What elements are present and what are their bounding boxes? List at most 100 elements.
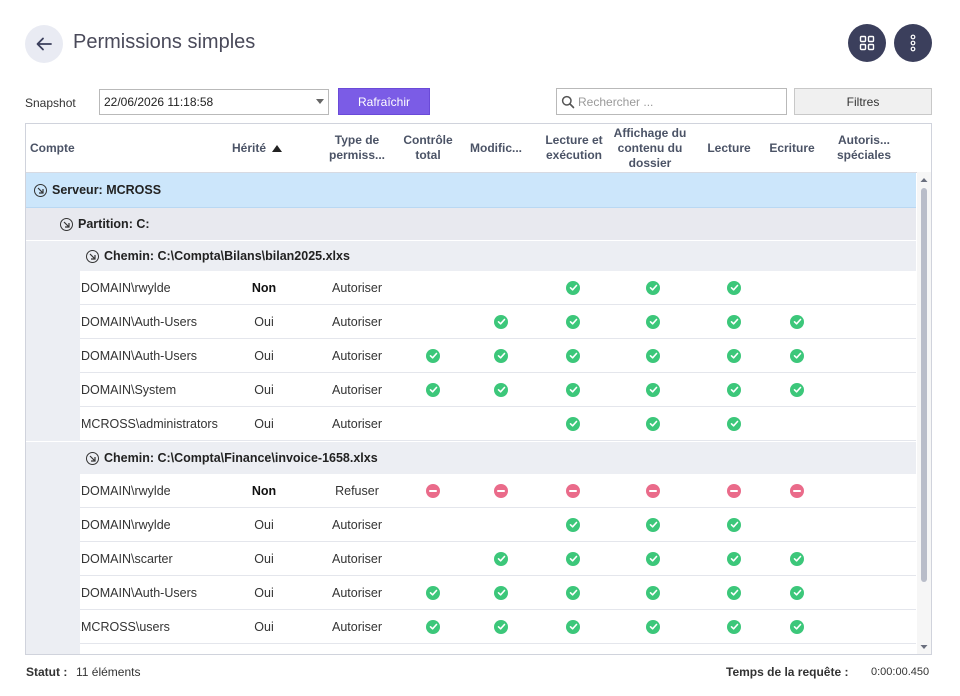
refresh-button[interactable]: Rafraîchir <box>338 88 430 115</box>
check-allow-icon <box>727 517 741 532</box>
scroll-down-icon[interactable] <box>917 642 931 652</box>
cell-read <box>720 474 748 507</box>
cell-write <box>783 305 811 338</box>
cell-inherited: Oui <box>254 382 274 397</box>
row-indent <box>26 575 80 610</box>
cell-full-control <box>419 373 447 406</box>
column-special[interactable]: Autoris... spéciales <box>836 133 892 162</box>
column-full-control[interactable]: Contrôle total <box>403 133 453 162</box>
cell-permission-type: Autoriser <box>331 382 383 397</box>
cell-permission-type: Refuser <box>335 483 379 498</box>
table-row[interactable]: MCROSS\administrators Oui Autoriser <box>26 406 916 441</box>
check-allow-icon <box>494 382 508 397</box>
group-row-partition[interactable]: Partition: C: <box>26 208 916 240</box>
column-account[interactable]: Compte <box>30 140 75 155</box>
check-allow-icon <box>426 348 440 363</box>
cell-account: DOMAIN\Auth-Users <box>81 585 197 600</box>
scroll-up-icon[interactable] <box>917 175 931 185</box>
collapse-icon[interactable] <box>86 249 99 263</box>
table-row[interactable]: DOMAIN\Auth-Users Oui Autoriser <box>26 304 916 339</box>
cell-inherited: Oui <box>254 551 274 566</box>
cell-permission-type: Autoriser <box>331 416 383 431</box>
cell-permission-type: Autoriser <box>331 517 383 532</box>
cell-modify <box>487 610 515 643</box>
back-button[interactable] <box>25 25 63 63</box>
collapse-icon[interactable] <box>60 217 73 231</box>
grid-view-button[interactable] <box>848 24 886 62</box>
table-row[interactable]: DOMAIN\Auth-Users Oui Autoriser <box>26 338 916 373</box>
cell-full-control <box>419 576 447 609</box>
cell-modify <box>487 339 515 372</box>
column-modify[interactable]: Modific... <box>470 140 522 155</box>
search-field[interactable] <box>556 88 787 115</box>
table-row[interactable]: DOMAIN\scarter Oui Autoriser <box>26 541 916 576</box>
check-allow-icon <box>727 280 741 295</box>
scrollbar-thumb[interactable] <box>921 188 927 582</box>
sort-asc-icon <box>272 144 282 152</box>
group-partition-label: Partition: C: <box>78 217 150 231</box>
cell-modify <box>487 305 515 338</box>
check-allow-icon <box>646 416 660 431</box>
check-allow-icon <box>646 585 660 600</box>
group-server-label-wrap: Serveur: MCROSS <box>34 173 161 207</box>
cell-read-execute <box>559 508 587 541</box>
cell-inherited: Non <box>251 483 277 498</box>
status-value: 11 éléments <box>76 665 141 679</box>
cell-write <box>783 542 811 575</box>
cell-read <box>720 305 748 338</box>
group-row-server[interactable]: Serveur: MCROSS <box>26 173 916 208</box>
cell-list-folder <box>639 508 667 541</box>
check-allow-icon <box>727 382 741 397</box>
column-write[interactable]: Ecriture <box>769 140 815 155</box>
group-row-path[interactable]: Chemin: C:\Compta\Finance\invoice-1658.x… <box>26 442 916 474</box>
table-row[interactable]: DOMAIN\rwylde Non Refuser <box>26 473 916 508</box>
cell-list-folder <box>639 474 667 507</box>
partial-check <box>560 644 588 654</box>
snapshot-select[interactable]: 22/06/2026 11:18:58 <box>99 89 329 115</box>
check-allow-icon <box>566 619 580 634</box>
check-allow-icon <box>566 416 580 431</box>
cell-inherited: Oui <box>254 314 274 329</box>
group-row-path[interactable]: Chemin: C:\Compta\Bilans\bilan2025.xlxs <box>26 240 916 271</box>
cell-read-execute <box>559 610 587 643</box>
cell-account: DOMAIN\Auth-Users <box>81 348 197 363</box>
table-row[interactable]: DOMAIN\System Oui Autoriser <box>26 372 916 407</box>
column-inherited[interactable]: Hérité <box>222 124 292 172</box>
table-row[interactable]: MCROSS\users Oui Autoriser <box>26 609 916 644</box>
check-allow-icon <box>727 585 741 600</box>
collapse-icon[interactable] <box>34 183 47 197</box>
vertical-scrollbar[interactable] <box>917 172 931 654</box>
deny-minus-icon <box>566 483 580 498</box>
row-indent <box>26 507 80 542</box>
check-allow-icon <box>727 416 741 431</box>
table-row[interactable]: DOMAIN\rwylde Oui Autoriser <box>26 507 916 542</box>
snapshot-label: Snapshot <box>25 96 76 110</box>
search-input[interactable] <box>578 94 778 109</box>
table-row[interactable]: DOMAIN\rwylde Non Autoriser <box>26 270 916 305</box>
column-read[interactable]: Lecture <box>707 140 751 155</box>
cell-permission-type: Autoriser <box>331 551 383 566</box>
cell-full-control <box>419 339 447 372</box>
table-row[interactable]: DOMAIN\Auth-Users Oui Autoriser <box>26 575 916 610</box>
cell-modify <box>487 373 515 406</box>
group-server-label: Serveur: MCROSS <box>52 183 162 197</box>
check-allow-icon <box>790 619 804 634</box>
filters-button[interactable]: Filtres <box>794 88 932 115</box>
column-permission-type[interactable]: Type de permiss... <box>328 133 386 162</box>
collapse-icon[interactable] <box>86 451 99 465</box>
column-list-folder[interactable]: Affichage du contenu du dossier <box>613 125 687 170</box>
check-allow-icon <box>646 348 660 363</box>
more-options-button[interactable] <box>894 24 932 62</box>
cell-list-folder <box>639 610 667 643</box>
cell-read-execute <box>559 271 587 304</box>
column-read-execute[interactable]: Lecture et exécution <box>545 133 603 162</box>
row-indent <box>26 406 80 441</box>
cell-read <box>720 407 748 440</box>
cell-read-execute <box>559 305 587 338</box>
arrow-left-icon <box>36 37 52 51</box>
cell-account: DOMAIN\Auth-Users <box>81 314 197 329</box>
group-partition-label-wrap: Partition: C: <box>60 208 150 240</box>
check-allow-icon <box>790 551 804 566</box>
check-allow-icon <box>494 314 508 329</box>
permissions-grid: Compte Hérité Type de permiss... Contrôl… <box>25 123 932 655</box>
